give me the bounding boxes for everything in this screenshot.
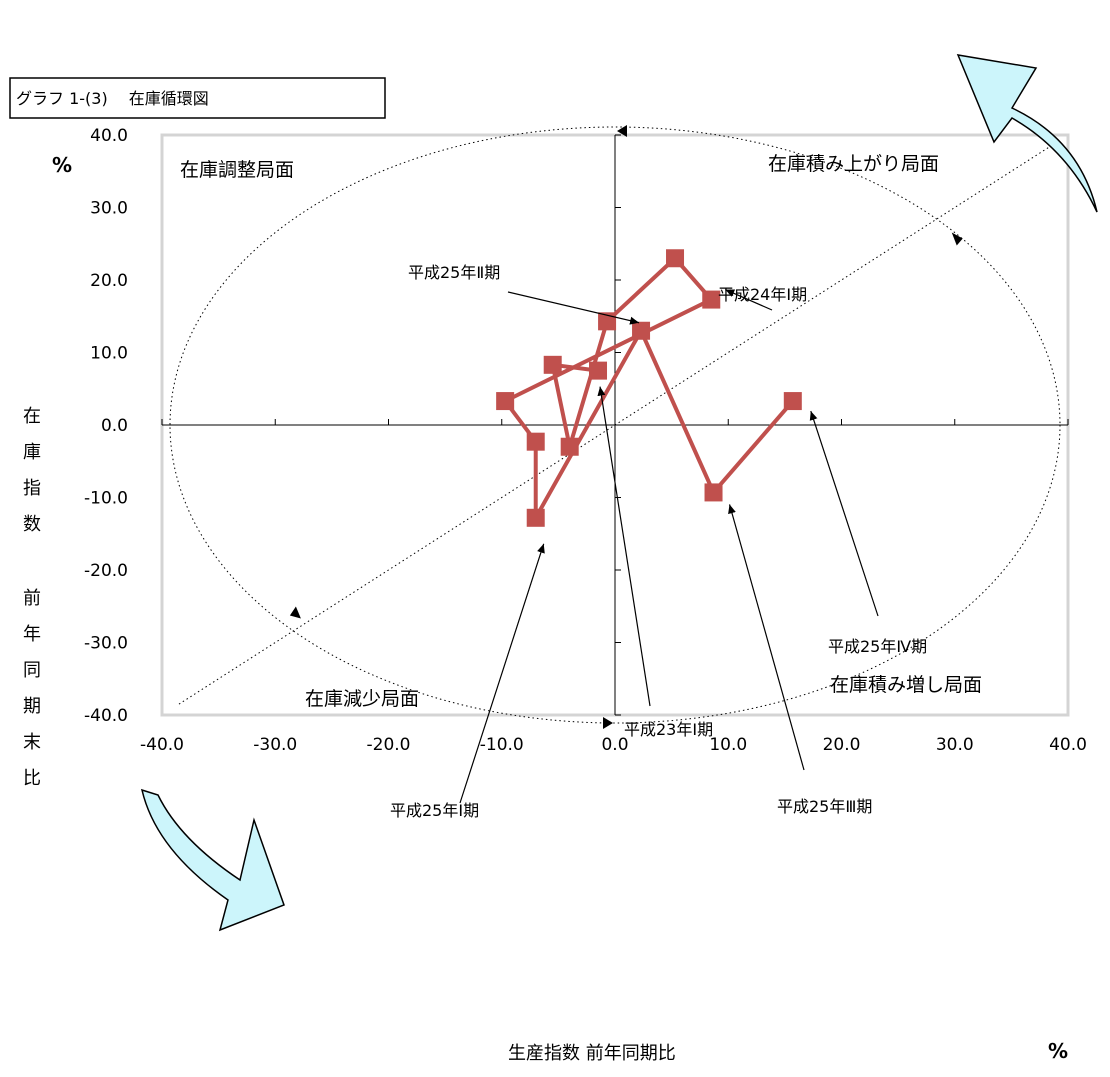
annotation-label: 平成25年Ⅳ期 — [828, 637, 927, 656]
data-point — [496, 392, 515, 411]
phase-label-bottom-right: 在庫積み増し局面 — [830, 674, 982, 696]
y-axis-title-char: 末 — [23, 732, 41, 753]
circle-arrowhead-right — [951, 232, 963, 246]
x-tick-label: 0.0 — [601, 735, 628, 755]
y-tick-label: 0.0 — [101, 416, 128, 436]
annotation-label: 平成24年Ⅰ期 — [718, 285, 807, 304]
data-point — [704, 483, 723, 502]
x-tick-label: -40.0 — [140, 735, 184, 755]
circle-arrowhead-bottom — [603, 717, 613, 729]
y-tick-label: 20.0 — [90, 271, 128, 291]
cycle-arrow-bottom-left — [140, 788, 285, 932]
x-tick-label: -10.0 — [480, 735, 524, 755]
annotation-arrow — [725, 289, 773, 311]
annotation-arrow — [809, 410, 879, 617]
y-tick-label: -10.0 — [84, 489, 128, 509]
data-point — [526, 432, 545, 451]
y-axis-title-char: 年 — [23, 624, 41, 645]
y-tick-label: 30.0 — [90, 199, 128, 219]
chart-title-box: グラフ 1-(3) 在庫循環図 — [9, 77, 386, 119]
x-tick-labels: -40.0 -30.0 -20.0 -10.0 0.0 10.0 20.0 30.0 40.0 — [140, 735, 1087, 755]
y-axis-title-char: 比 — [23, 768, 41, 789]
x-unit-label: % — [1048, 1039, 1068, 1063]
y-tick-labels: 40.0 30.0 20.0 10.0 0.0 -10.0 -20.0 -30.0 -40.0 — [84, 126, 128, 726]
annotation-label: 平成23年Ⅰ期 — [624, 720, 713, 739]
data-point — [702, 290, 721, 309]
annotation-arrow — [459, 543, 545, 804]
y-axis-title-char: 庫 — [23, 442, 41, 463]
series-line — [503, 256, 795, 520]
x-tick-label: 20.0 — [823, 735, 861, 755]
data-point — [783, 392, 802, 411]
title-frame — [9, 77, 386, 119]
data-point — [543, 355, 562, 374]
y-tick-label: -20.0 — [84, 561, 128, 581]
data-point — [560, 437, 579, 456]
data-point — [632, 321, 651, 340]
circle-arrowhead-top — [617, 125, 627, 137]
y-tick-label: 40.0 — [90, 126, 128, 146]
annotation-arrow — [728, 504, 805, 771]
y-axis-title-char: 在 — [23, 406, 41, 427]
series-layer — [496, 249, 802, 527]
annotation-arrow — [597, 386, 651, 707]
y-tick-label: 10.0 — [90, 344, 128, 364]
data-point — [666, 249, 685, 268]
x-tick-label: 10.0 — [709, 735, 747, 755]
y-tick-label: -40.0 — [84, 706, 128, 726]
y-axis-title-char: 同 — [23, 660, 41, 681]
annotation-label: 平成25年Ⅰ期 — [390, 801, 479, 820]
annotation-label: 平成25年Ⅲ期 — [777, 797, 872, 816]
y-axis-title-char: 数 — [23, 514, 41, 535]
x-axis-title: 生産指数 前年同期比 — [508, 1043, 676, 1064]
x-tick-label: 30.0 — [936, 735, 974, 755]
x-tick-label: -20.0 — [367, 735, 411, 755]
y-unit-label: % — [52, 153, 72, 177]
data-point — [589, 361, 608, 380]
annotation-label: 平成25年Ⅱ期 — [408, 263, 500, 282]
circle-arrowhead-left — [289, 606, 301, 619]
phase-label-top-right: 在庫積み上がり局面 — [768, 153, 939, 175]
x-tick-label: -30.0 — [253, 735, 297, 755]
y-axis-title-char: 指 — [23, 478, 41, 499]
x-tick-label: 40.0 — [1049, 735, 1087, 755]
cycle-arrow-top-right — [956, 54, 1098, 213]
axes-layer — [161, 134, 1069, 716]
data-point — [526, 508, 545, 527]
y-axis-title-char: 期 — [23, 696, 41, 717]
y-tick-label: -30.0 — [84, 634, 128, 654]
phase-label-top-left: 在庫調整局面 — [180, 159, 294, 181]
phase-label-bottom-left: 在庫減少局面 — [305, 688, 419, 710]
annotation-arrow — [507, 291, 640, 325]
chart-title: グラフ 1-(3) 在庫循環図 — [16, 89, 209, 108]
y-axis-title-char: 前 — [23, 588, 41, 609]
